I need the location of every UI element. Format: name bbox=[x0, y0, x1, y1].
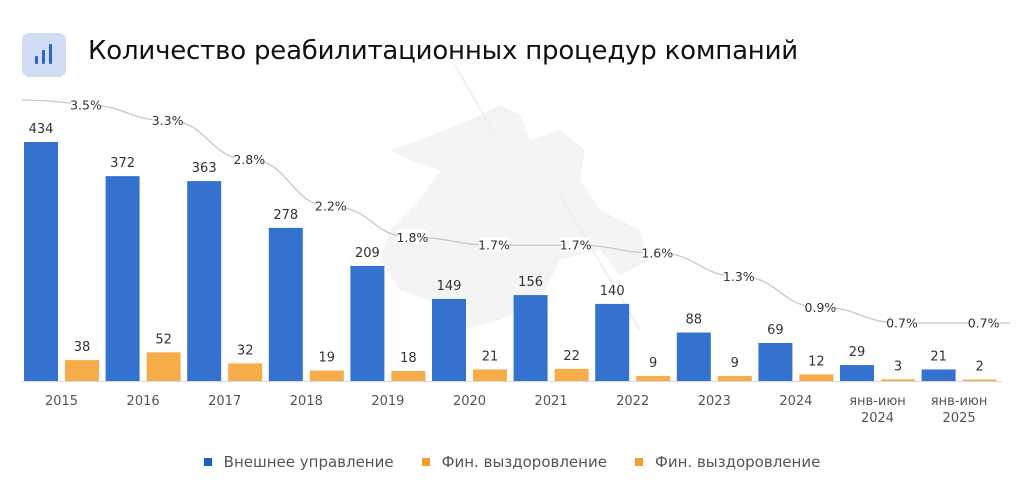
x-tick-label: 2025 bbox=[943, 411, 976, 426]
bar-external-management bbox=[840, 365, 874, 381]
bar-value-label: 3 bbox=[894, 359, 902, 374]
bar-external-management bbox=[432, 298, 466, 381]
bar-value-label: 69 bbox=[767, 323, 784, 338]
bar-financial-recovery bbox=[962, 379, 997, 381]
bar-external-management bbox=[24, 142, 58, 381]
bar-financial-recovery bbox=[146, 352, 181, 381]
trend-value-label: 2.8% bbox=[233, 152, 265, 167]
bar-value-label: 149 bbox=[437, 279, 462, 294]
bar-external-management bbox=[758, 343, 793, 381]
legend-item: Фин. выздоровление bbox=[421, 453, 607, 471]
bar-financial-recovery bbox=[65, 360, 99, 381]
bar-value-label: 22 bbox=[563, 349, 580, 364]
bar-external-management bbox=[513, 295, 548, 381]
x-tick-label: янв-июн bbox=[931, 394, 988, 409]
bar-value-label: 9 bbox=[649, 356, 657, 371]
legend-swatch-icon bbox=[634, 458, 643, 466]
x-tick-label: 2016 bbox=[127, 394, 160, 409]
x-tick-label: 2020 bbox=[453, 394, 486, 409]
legend-swatch-icon bbox=[421, 458, 430, 466]
bar-value-label: 12 bbox=[808, 354, 825, 369]
chart-header bbox=[22, 33, 66, 77]
bar-external-management bbox=[105, 176, 140, 381]
legend-label: Внешнее управление bbox=[223, 453, 394, 471]
x-tick-label: 2022 bbox=[616, 394, 649, 409]
x-tick-label: 2024 bbox=[861, 411, 894, 426]
trend-value-label: 1.7% bbox=[560, 238, 592, 253]
bar-value-label: 21 bbox=[482, 349, 499, 364]
trend-value-label: 3.5% bbox=[70, 98, 102, 113]
bar-financial-recovery bbox=[554, 368, 589, 381]
x-tick-label: 2015 bbox=[45, 394, 78, 409]
bar-financial-recovery bbox=[799, 374, 834, 381]
bar-value-label: 209 bbox=[355, 246, 380, 261]
x-tick-label: 2017 bbox=[208, 394, 241, 409]
legend-label: Фин. выздоровление bbox=[441, 453, 607, 471]
bar-financial-recovery bbox=[881, 379, 915, 381]
bar-value-label: 32 bbox=[237, 343, 254, 358]
bar-financial-recovery bbox=[473, 369, 507, 381]
bar-value-label: 88 bbox=[686, 313, 703, 328]
bar-value-label: 278 bbox=[273, 208, 298, 223]
legend-item: Внешнее управление bbox=[203, 453, 394, 471]
bar-external-management bbox=[921, 369, 956, 381]
trend-value-label: 1.6% bbox=[641, 245, 673, 260]
bar-value-label: 2 bbox=[975, 360, 983, 375]
legend-swatch-icon bbox=[203, 458, 212, 466]
bar-external-management bbox=[268, 227, 303, 381]
bar-value-label: 29 bbox=[849, 345, 866, 360]
bar-value-label: 19 bbox=[319, 351, 336, 366]
bar-value-label: 9 bbox=[731, 356, 739, 371]
x-tick-label: 2024 bbox=[779, 394, 812, 409]
x-tick-label: 2023 bbox=[698, 394, 731, 409]
bar-value-label: 156 bbox=[518, 275, 543, 290]
trend-value-label: 2.2% bbox=[315, 199, 347, 214]
x-tick-label: 2021 bbox=[535, 394, 568, 409]
bar-value-label: 18 bbox=[400, 351, 417, 366]
bar-financial-recovery bbox=[717, 376, 752, 381]
bar-chart: 4343820153725220163633220172781920182091… bbox=[21, 64, 1010, 426]
page-title: Количество реабилитационных процедур ком… bbox=[88, 36, 798, 66]
legend-item: Фин. выздоровление bbox=[634, 453, 821, 471]
bar-external-management bbox=[676, 332, 711, 381]
x-tick-label: 2018 bbox=[290, 394, 323, 409]
trend-value-label: 1.7% bbox=[478, 238, 510, 253]
trend-value-label: 3.3% bbox=[152, 113, 184, 128]
chart-legend: Внешнее управление Фин. выздоровление Фин.… bbox=[0, 453, 1024, 471]
bar-financial-recovery bbox=[391, 371, 426, 381]
trend-value-label: 0.7% bbox=[886, 316, 918, 331]
bar-value-label: 372 bbox=[110, 156, 135, 171]
bar-value-label: 140 bbox=[600, 284, 625, 299]
bar-financial-recovery bbox=[309, 370, 344, 381]
bar-value-label: 52 bbox=[155, 332, 172, 347]
trend-value-label: 0.9% bbox=[805, 300, 837, 315]
x-tick-label: янв-июн bbox=[849, 394, 906, 409]
bar-financial-recovery bbox=[228, 363, 263, 381]
trend-value-label: 0.7% bbox=[968, 316, 1000, 331]
bar-financial-recovery bbox=[636, 376, 671, 381]
bar-chart-icon bbox=[22, 33, 66, 77]
bar-value-label: 434 bbox=[29, 122, 54, 137]
bar-external-management bbox=[187, 181, 222, 381]
trend-value-label: 1.3% bbox=[723, 269, 755, 284]
bar-value-label: 363 bbox=[192, 161, 217, 176]
bar-external-management bbox=[595, 303, 630, 381]
legend-label: Фин. выздоровление bbox=[654, 453, 821, 471]
bar-value-label: 38 bbox=[74, 340, 91, 355]
bar-external-management bbox=[350, 265, 385, 381]
x-tick-label: 2019 bbox=[371, 394, 404, 409]
trend-value-label: 1.8% bbox=[397, 230, 429, 245]
bar-value-label: 21 bbox=[930, 349, 947, 364]
